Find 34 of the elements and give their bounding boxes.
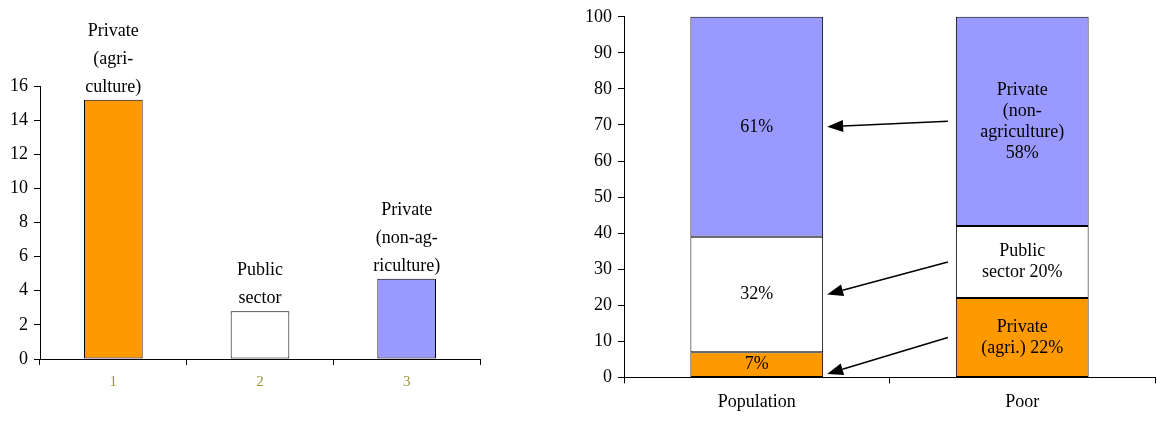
data-label: 7% bbox=[744, 353, 769, 374]
y-tick-label: 0 bbox=[19, 347, 28, 368]
y-tick-label: 50 bbox=[594, 185, 612, 206]
y-tick-label: 30 bbox=[594, 257, 612, 278]
y-tick-label: 100 bbox=[585, 5, 612, 26]
y-tick-label: 12 bbox=[10, 142, 28, 163]
y-tick-label: 10 bbox=[594, 330, 612, 351]
x-tick-label: 2 bbox=[256, 372, 264, 389]
y-tick-label: 4 bbox=[19, 279, 28, 300]
data-label: 61% bbox=[740, 115, 774, 136]
y-tick-label: 0 bbox=[603, 366, 612, 387]
y-tick-label: 70 bbox=[594, 113, 612, 134]
y-tick-label: 60 bbox=[594, 149, 612, 170]
annotation: Private (agri- culture) bbox=[85, 19, 142, 97]
x-tick-label: Population bbox=[717, 390, 796, 411]
data-label: Public sector 20% bbox=[982, 240, 1063, 282]
data-label: 32% bbox=[740, 283, 774, 304]
y-tick-label: 16 bbox=[10, 74, 28, 95]
data-label: Private (non- agriculture) 58% bbox=[980, 78, 1065, 162]
annotation: Public sector bbox=[236, 259, 284, 308]
x-tick-label: 3 bbox=[402, 372, 411, 389]
x-tick-label: Poor bbox=[1005, 390, 1040, 411]
y-tick-label: 90 bbox=[594, 41, 612, 62]
x-tick-label: 1 bbox=[109, 372, 118, 389]
y-tick-label: 2 bbox=[19, 313, 28, 334]
y-tick-label: 20 bbox=[594, 294, 612, 315]
y-tick-label: 6 bbox=[19, 245, 28, 266]
annotation: Private (non-ag- riculture) bbox=[373, 198, 441, 276]
y-tick-label: 14 bbox=[10, 108, 28, 129]
y-tick-label: 40 bbox=[594, 221, 612, 242]
y-tick-label: 10 bbox=[10, 177, 28, 198]
y-tick-label: 80 bbox=[594, 77, 612, 98]
y-tick-label: 8 bbox=[19, 211, 28, 232]
data-label: Private (agri.) 22% bbox=[981, 315, 1064, 358]
